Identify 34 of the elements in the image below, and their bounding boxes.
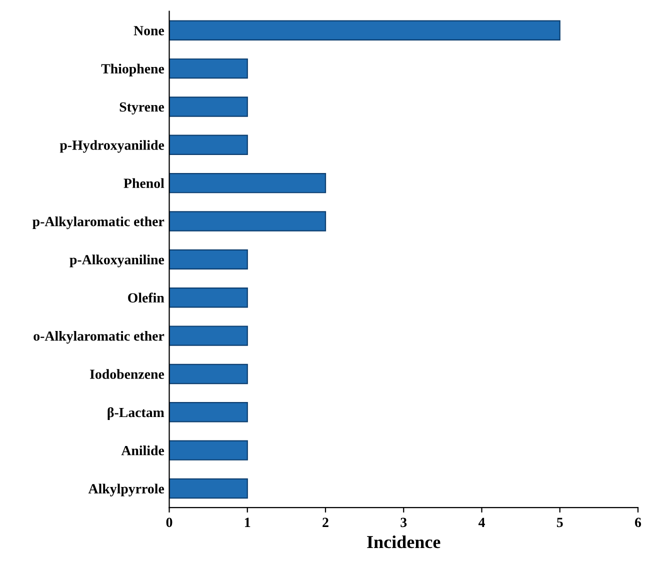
y-tick-label: β-Lactam (108, 407, 164, 420)
y-tick-label: Anilide (121, 446, 164, 456)
y-tick-label: p-Alkoxyaniline (70, 254, 164, 268)
x-tick-label: 1 (245, 518, 250, 527)
bar (169, 58, 248, 79)
bar (169, 326, 248, 346)
y-tick-label: Thiophene (101, 64, 164, 76)
bar (169, 364, 248, 384)
bar (169, 20, 560, 40)
bar (169, 249, 248, 270)
y-tick-label: o-Alkylaromatic ether (34, 330, 164, 344)
x-tick-label: 0 (166, 518, 172, 528)
bar (169, 402, 248, 422)
y-tick-label: p-Hydroxyanilide (60, 140, 164, 153)
bar (169, 211, 326, 232)
x-tick-label: 4 (478, 518, 485, 527)
bar (169, 134, 248, 156)
x-tick-label: 3 (400, 518, 407, 528)
x-tick-label: 6 (634, 518, 642, 528)
y-tick-label: Iodobenzene (90, 369, 164, 379)
x-tick-label: 5 (556, 518, 563, 528)
y-tick-label: Alkylpyrrole (88, 484, 164, 496)
y-tick-label: None (134, 26, 164, 36)
y-tick-label: Olefin (128, 292, 164, 303)
bar (169, 172, 326, 194)
y-tick-label: p-Alkylaromatic ether (32, 216, 164, 230)
x-axis-title: Incidence (367, 535, 440, 548)
bar (169, 96, 248, 117)
bar (169, 440, 248, 460)
y-tick-label: Phenol (124, 178, 164, 188)
x-tick-label: 2 (322, 518, 328, 527)
bar (169, 288, 248, 308)
y-tick-label: Styrene (120, 102, 164, 115)
bar (169, 478, 248, 499)
